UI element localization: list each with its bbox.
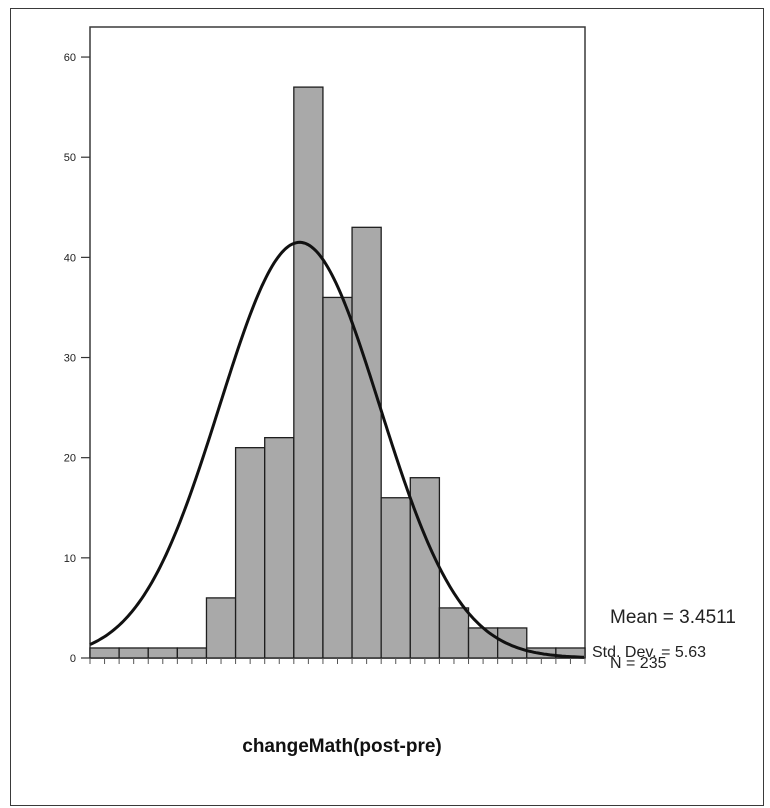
- stat-n: N = 235: [610, 655, 667, 672]
- histogram-bar: [409, 477, 441, 659]
- histogram-bar: [176, 647, 208, 659]
- histogram-bar: [496, 627, 528, 659]
- y-tick-label: 50: [64, 152, 76, 164]
- y-tick-label: 0: [70, 653, 76, 665]
- histogram-bar: [147, 647, 179, 659]
- y-tick-label: 20: [64, 453, 76, 465]
- histogram-bar: [380, 497, 411, 659]
- histogram-bar: [322, 296, 353, 659]
- x-axis-title: changeMath(post-pre): [242, 736, 442, 757]
- histogram-bar: [467, 627, 499, 659]
- histogram-bar: [205, 597, 237, 659]
- y-tick-label: 10: [64, 553, 76, 565]
- stat-std-dev: Std. Dev. = 5.63: [592, 644, 706, 661]
- histogram-bar: [264, 436, 295, 659]
- histogram-bar: [118, 647, 149, 659]
- y-tick-label: 60: [64, 52, 76, 64]
- stat-mean: Mean = 3.4511: [610, 607, 736, 628]
- normal-curve: [89, 240, 584, 659]
- histogram-bar: [89, 647, 120, 659]
- histogram-bar: [351, 226, 382, 659]
- y-tick-label: 30: [64, 353, 76, 365]
- histogram-bar: [234, 447, 266, 659]
- histogram-bar: [438, 607, 470, 659]
- histogram-bar: [293, 86, 324, 659]
- y-tick-label: 40: [64, 252, 76, 264]
